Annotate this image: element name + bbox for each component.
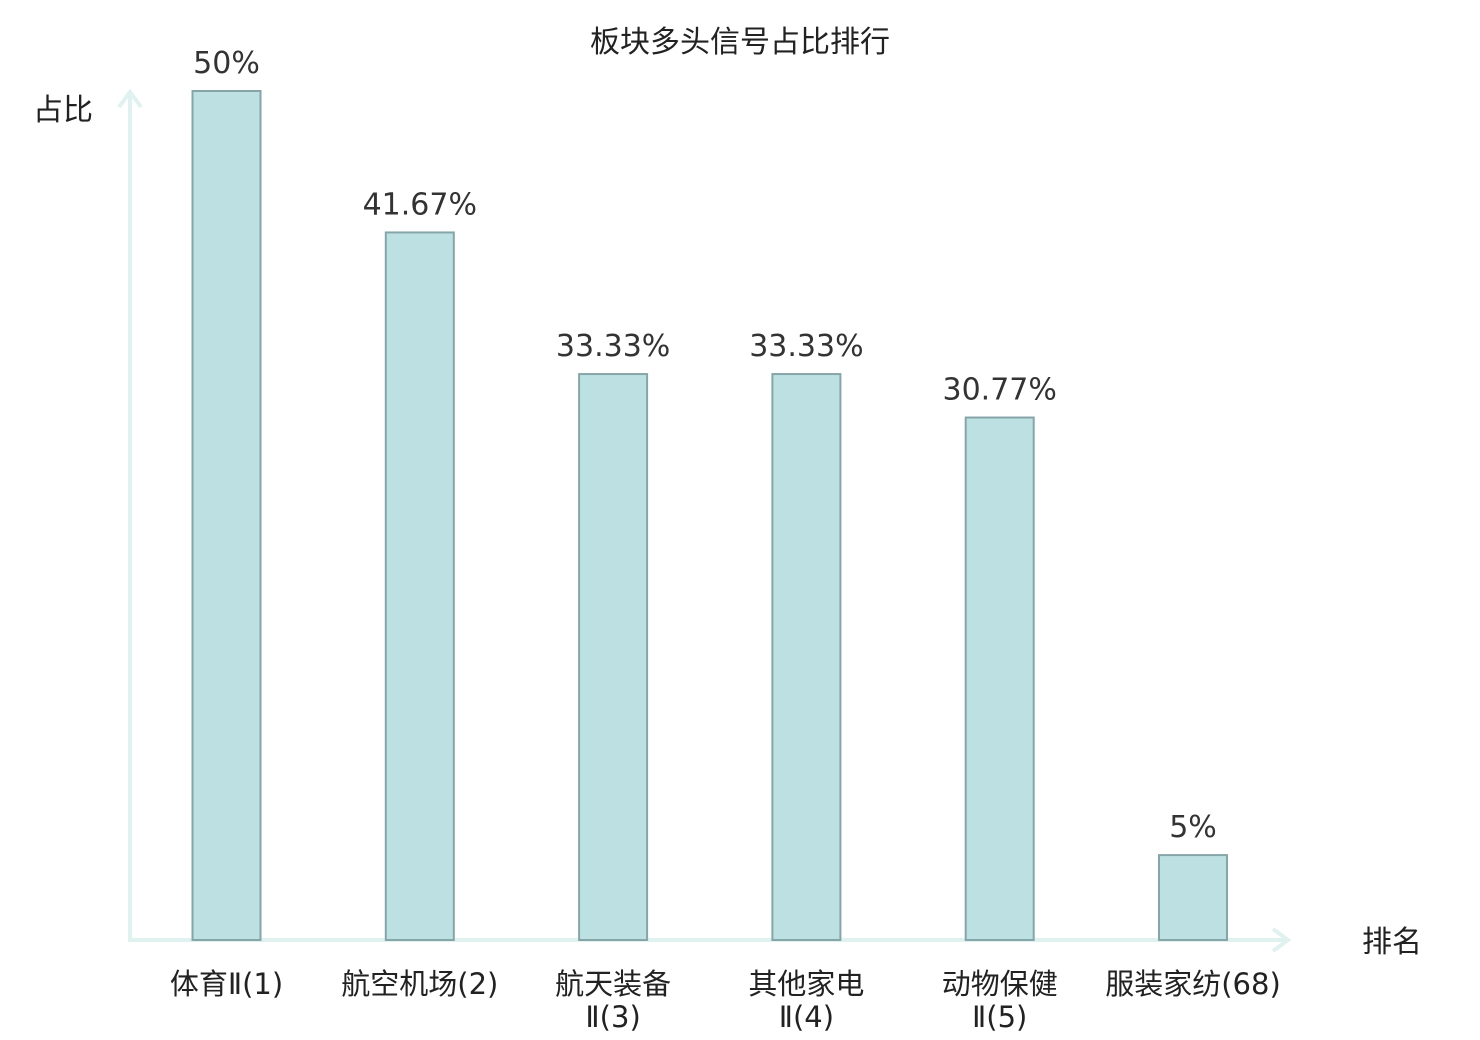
category-label-2: 航空机场(2) — [341, 967, 498, 1001]
value-label-3: 33.33% — [556, 329, 670, 364]
bar-3 — [578, 373, 649, 942]
category-label-3: 航天装备 — [555, 967, 671, 1001]
x-axis-arrow-icon — [1271, 927, 1292, 953]
x-axis-label: 排名 — [1362, 925, 1422, 960]
bar-2 — [384, 231, 455, 941]
bar-4 — [771, 373, 842, 942]
category-label-5: 动物保健 — [942, 967, 1058, 1001]
category-label-6: 服装家纺(68) — [1105, 967, 1281, 1001]
category-label-5-line-2: Ⅱ(5) — [972, 1000, 1027, 1034]
y-axis-arrow-icon — [117, 88, 143, 109]
bar-5 — [964, 416, 1035, 941]
bar-1 — [191, 90, 262, 941]
category-label-4-line-2: Ⅱ(4) — [779, 1000, 834, 1034]
value-label-1: 50% — [193, 46, 260, 81]
chart-title: 板块多头信号占比排行 — [590, 25, 890, 60]
bar-6 — [1158, 854, 1228, 941]
value-label-4: 33.33% — [749, 329, 863, 364]
y-axis-label: 占比 — [33, 93, 93, 128]
category-label-3-line-2: Ⅱ(3) — [585, 1000, 640, 1034]
category-label-1: 体育Ⅱ(1) — [170, 967, 283, 1001]
value-label-5: 30.77% — [943, 373, 1057, 408]
value-label-6: 5% — [1169, 810, 1217, 845]
category-label-4: 其他家电 — [748, 967, 864, 1001]
value-label-2: 41.67% — [363, 187, 477, 222]
